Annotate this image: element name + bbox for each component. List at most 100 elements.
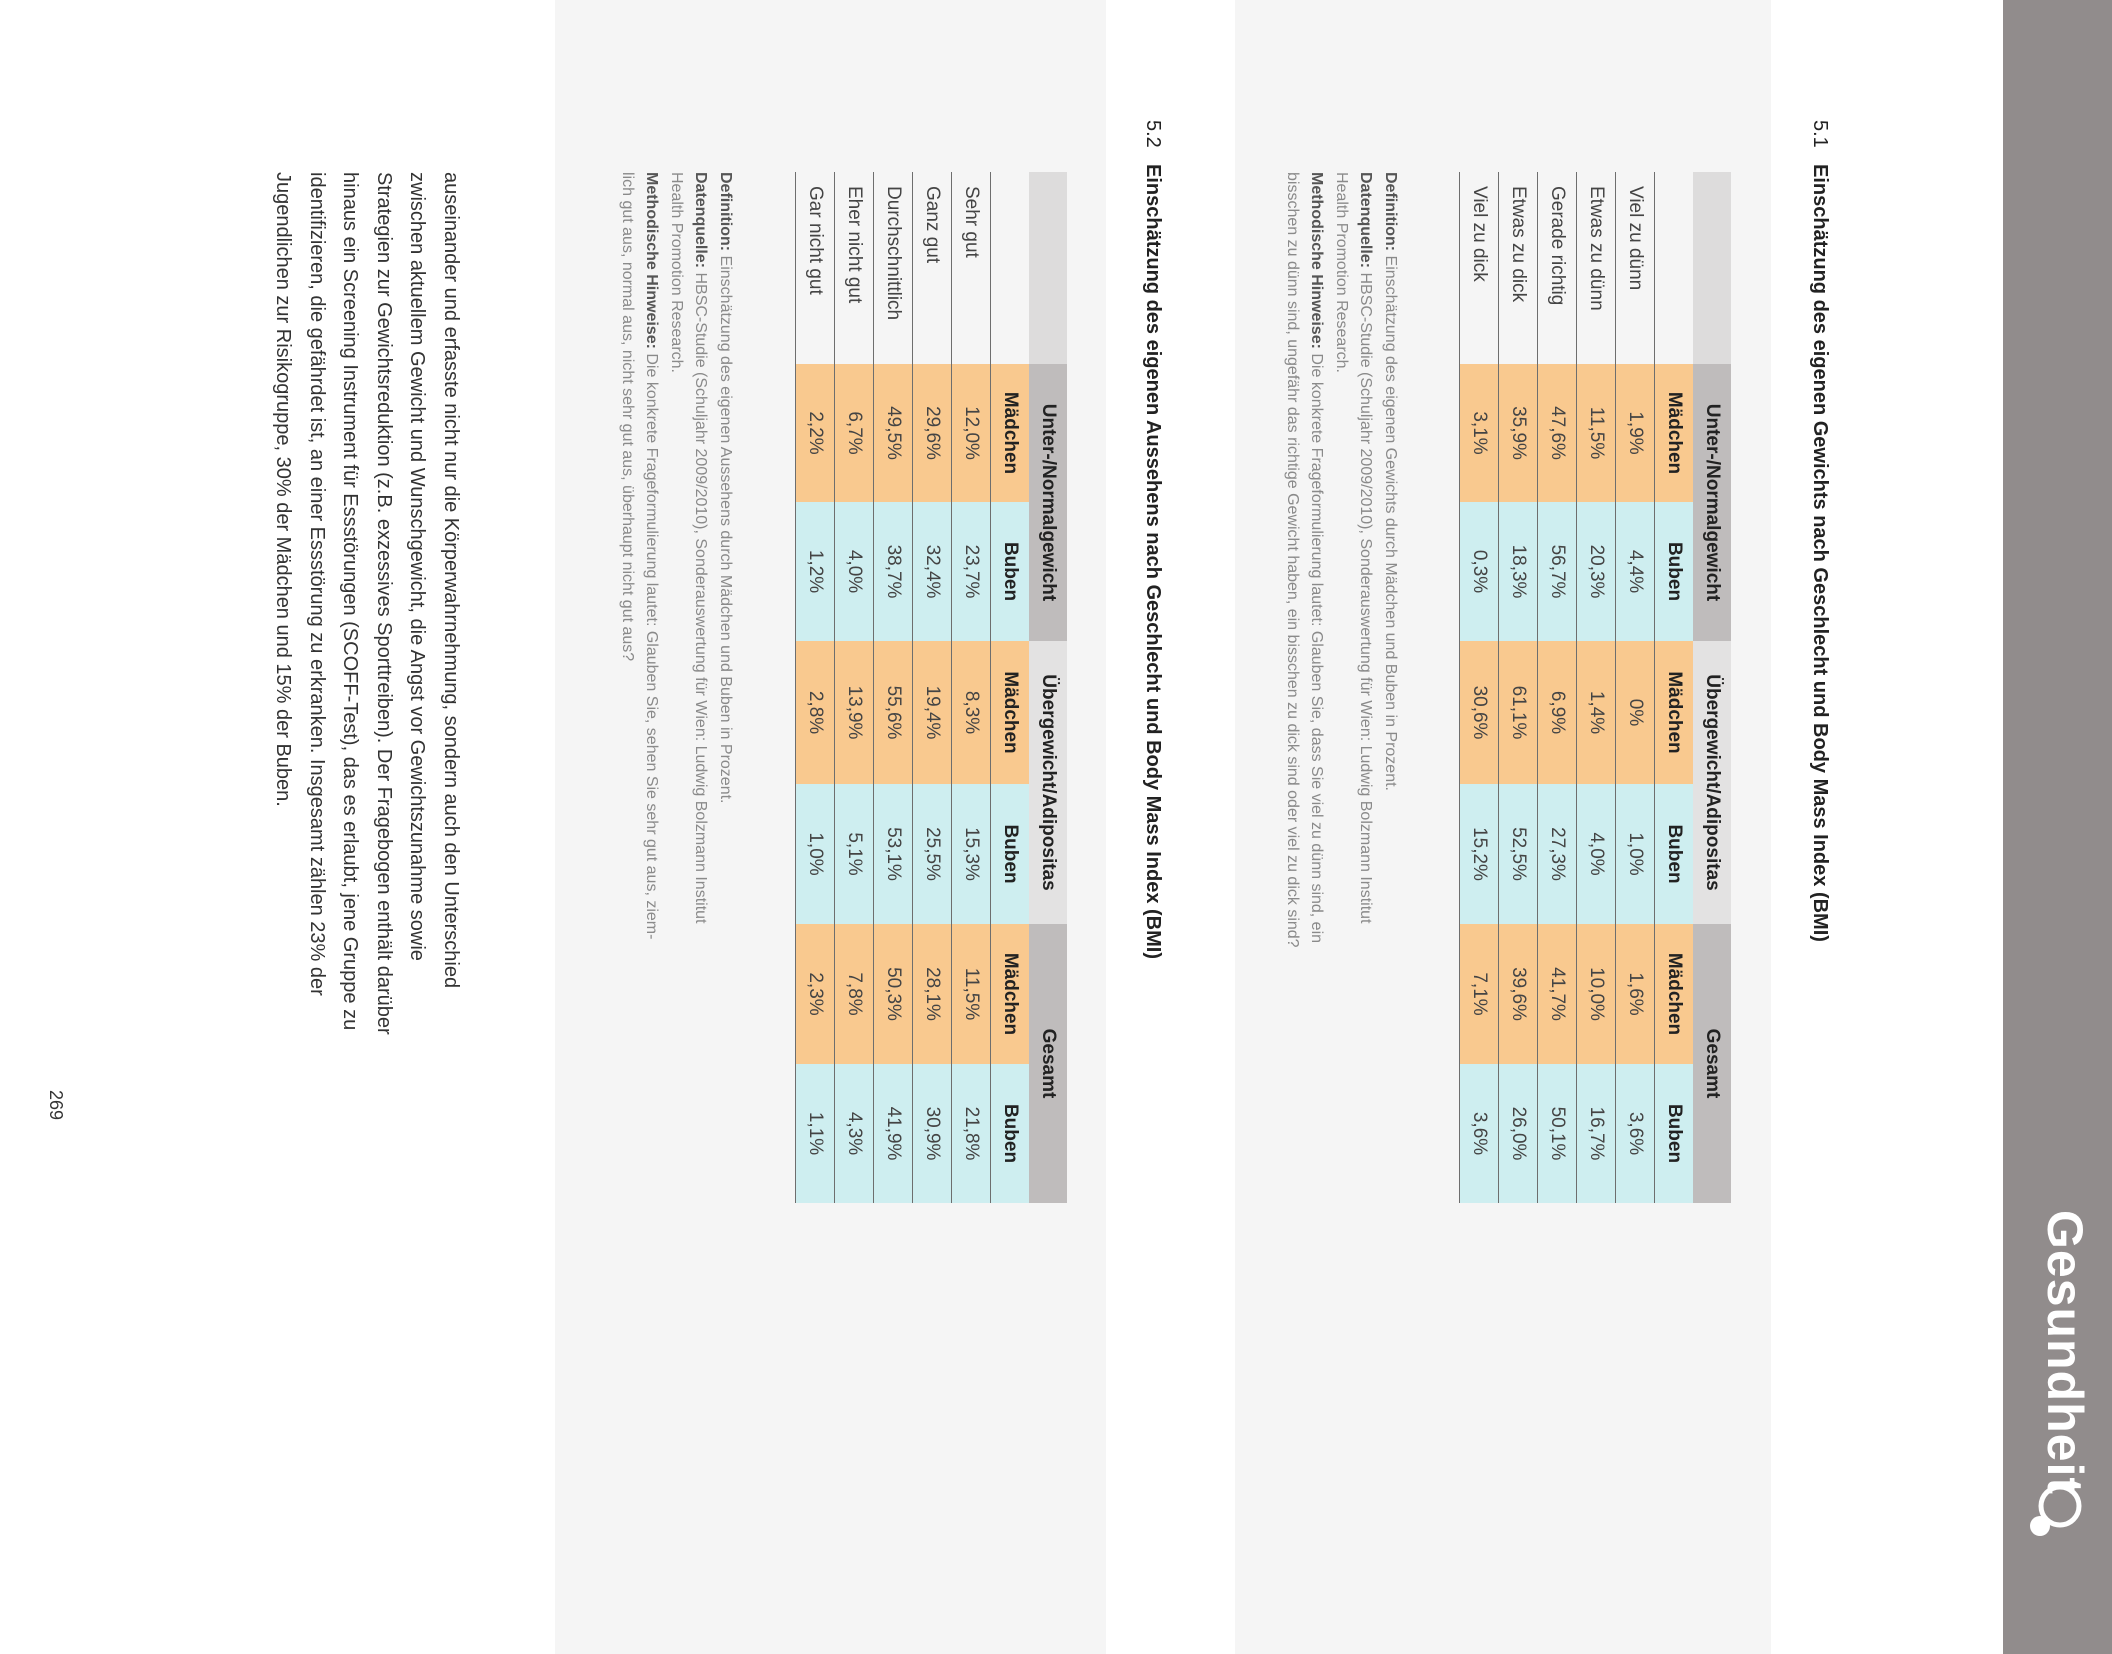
table-cell: 0,3% xyxy=(1459,502,1499,641)
table-cell: 8,3% xyxy=(951,641,991,784)
body-line: hinaus ein Screening Instrument für Esss… xyxy=(339,172,362,1031)
table-cell: 56,7% xyxy=(1537,502,1577,641)
header-blank-cell xyxy=(1693,172,1731,364)
note-label: Methodische Hinweise: xyxy=(643,172,661,349)
column-header-buben: Buben xyxy=(990,1064,1029,1203)
table-cell: 16,7% xyxy=(1576,1064,1616,1203)
table-cell: 18,3% xyxy=(1498,502,1538,641)
section-number: 5.1 xyxy=(1809,120,1831,148)
table-cell: 3,6% xyxy=(1459,1064,1499,1203)
table-cell: 61,1% xyxy=(1498,641,1538,784)
table-cell: 50,3% xyxy=(873,924,913,1064)
appearance-perception-table: Unter-/Normalgewicht Übergewicht/Adiposit… xyxy=(795,172,1067,1203)
table-row: Sehr gut 12,0% 23,7% 8,3% 15,3% 11,5% 21,8% xyxy=(951,172,991,1203)
section-title: Einschätzung des eigenen Aussehens nach … xyxy=(1142,164,1164,959)
section-5-2-heading: 5.2 Einschätzung des eigenen Aussehens na… xyxy=(1141,120,1164,959)
table-cell: 13,9% xyxy=(834,641,874,784)
group-header: Gesamt xyxy=(1029,924,1067,1203)
group-header-row: Unter-/Normalgewicht Übergewicht/Adiposit… xyxy=(1029,172,1067,1203)
body-paragraph: auseinander und erfasste nicht nur die K… xyxy=(265,172,467,1035)
table-cell: 2,3% xyxy=(795,924,835,1064)
weight-perception-table: Unter-/Normalgewicht Übergewicht/Adiposit… xyxy=(1459,172,1731,1203)
section-5-1-heading: 5.1 Einschätzung des eigenen Gewichts nac… xyxy=(1808,120,1831,942)
table-cell: 28,1% xyxy=(912,924,952,1064)
table-cell: 35,9% xyxy=(1498,364,1538,502)
table-cell: 1,2% xyxy=(795,502,835,641)
table-cell: 1,6% xyxy=(1615,924,1655,1064)
table-cell: 1,9% xyxy=(1615,364,1655,502)
note-line: Datenquelle: HBSC-Studie (Schuljahr 2009… xyxy=(688,172,713,939)
table-cell: 12,0% xyxy=(951,364,991,502)
subheader-row: Mädchen Buben Mädchen Buben Mädchen Buben xyxy=(990,172,1029,1203)
body-line: identifizieren, die gefährdet ist, an ei… xyxy=(305,172,328,996)
table-cell: 7,1% xyxy=(1459,924,1499,1064)
note-line: Health Promotion Research. xyxy=(1329,172,1354,948)
table-cell: 4,0% xyxy=(834,502,874,641)
header-blank-cell xyxy=(1029,172,1067,364)
note-text: bisschen zu dünn sind, ungefähr das rich… xyxy=(1284,172,1301,948)
note-line: Health Promotion Research. xyxy=(664,172,689,939)
note-text: Health Promotion Research. xyxy=(1333,172,1350,373)
row-label: Eher nicht gut xyxy=(834,172,874,364)
table-cell: 53,1% xyxy=(873,784,913,924)
table-cell: 38,7% xyxy=(873,502,913,641)
note-label: Definition: xyxy=(1382,172,1399,252)
table-cell: 1,4% xyxy=(1576,641,1616,784)
column-header-buben: Buben xyxy=(1654,784,1693,924)
note-line: Methodische Hinweise: Die konkrete Frage… xyxy=(1304,172,1329,948)
row-label: Sehr gut xyxy=(951,172,991,364)
row-label: Durchschnittlich xyxy=(873,172,913,364)
note-line: bisschen zu dünn sind, ungefähr das rich… xyxy=(1280,172,1305,948)
table-cell: 41,7% xyxy=(1537,924,1577,1064)
column-header-buben: Buben xyxy=(990,502,1029,641)
table-cell: 27,3% xyxy=(1537,784,1577,924)
table-cell: 7,8% xyxy=(834,924,874,1064)
row-label: Ganz gut xyxy=(912,172,952,364)
column-header-maedchen: Mädchen xyxy=(1654,924,1693,1064)
table-cell: 50,1% xyxy=(1537,1064,1577,1203)
table-cell: 11,5% xyxy=(1576,364,1616,502)
column-header-maedchen: Mädchen xyxy=(990,641,1029,784)
note-text: Die konkrete Frageformulierung lautet: G… xyxy=(1308,348,1326,944)
table-cell: 1,0% xyxy=(795,784,835,924)
column-header-maedchen: Mädchen xyxy=(990,364,1029,502)
data-table: Unter-/Normalgewicht Übergewicht/Adiposit… xyxy=(1459,172,1731,1203)
table-cell: 55,6% xyxy=(873,641,913,784)
table-cell: 1,1% xyxy=(795,1064,835,1203)
table-cell: 0% xyxy=(1615,641,1655,784)
body-line: Strategien zur Gewichtsreduktion (z.B. e… xyxy=(372,172,395,1035)
column-header-buben: Buben xyxy=(1654,1064,1693,1203)
column-header-maedchen: Mädchen xyxy=(1654,641,1693,784)
table-cell: 30,9% xyxy=(912,1064,952,1203)
table-row: Gerade richtig 47,6% 56,7% 6,9% 27,3% 41,7% 50… xyxy=(1537,172,1577,1203)
table-cell: 2,2% xyxy=(795,364,835,502)
page-number: 269 xyxy=(46,1090,66,1121)
table-row: Gar nicht gut 2,2% 1,2% 2,8% 1,0% 2,3% 1,1% xyxy=(795,172,835,1203)
subheader-blank-cell xyxy=(1654,172,1693,364)
note-label: Definition: xyxy=(717,172,734,252)
note-text: HBSC-Studie (Schuljahr 2009/2010), Sonde… xyxy=(692,268,710,924)
column-header-maedchen: Mädchen xyxy=(990,924,1029,1064)
table-cell: 3,6% xyxy=(1615,1064,1655,1203)
group-header: Übergewicht/Adipositas xyxy=(1029,641,1067,924)
note-text: HBSC-Studie (Schuljahr 2009/2010), Sonde… xyxy=(1357,268,1375,924)
table-cell: 29,6% xyxy=(912,364,952,502)
table-row: Etwas zu dünn 11,5% 20,3% 1,4% 4,0% 10,0% 16,7… xyxy=(1576,172,1616,1203)
note-line: Methodische Hinweise: Die konkrete Frage… xyxy=(639,172,664,939)
table-cell: 41,9% xyxy=(873,1064,913,1203)
chapter-title: Gesundheit xyxy=(2037,1210,2093,1496)
table-row: Viel zu dünn 1,9% 4,4% 0% 1,0% 1,6% 3,6% xyxy=(1615,172,1655,1203)
group-header: Unter-/Normalgewicht xyxy=(1693,364,1731,641)
table-cell: 2,8% xyxy=(795,641,835,784)
group-header: Gesamt xyxy=(1693,924,1731,1203)
table-cell: 32,4% xyxy=(912,502,952,641)
section-5-1-notes: Definition: Einschätzung des eigenen Gew… xyxy=(1280,172,1403,948)
row-label: Gerade richtig xyxy=(1537,172,1577,364)
column-header-buben: Buben xyxy=(990,784,1029,924)
table-row: Ganz gut 29,6% 32,4% 19,4% 25,5% 28,1% 30,9% xyxy=(912,172,952,1203)
table-cell: 30,6% xyxy=(1459,641,1499,784)
note-label: Datenquelle: xyxy=(1357,172,1375,269)
row-label: Viel zu dünn xyxy=(1615,172,1655,364)
note-text: lich gut aus, normal aus, nicht sehr gut… xyxy=(619,172,636,662)
table-cell: 5,1% xyxy=(834,784,874,924)
